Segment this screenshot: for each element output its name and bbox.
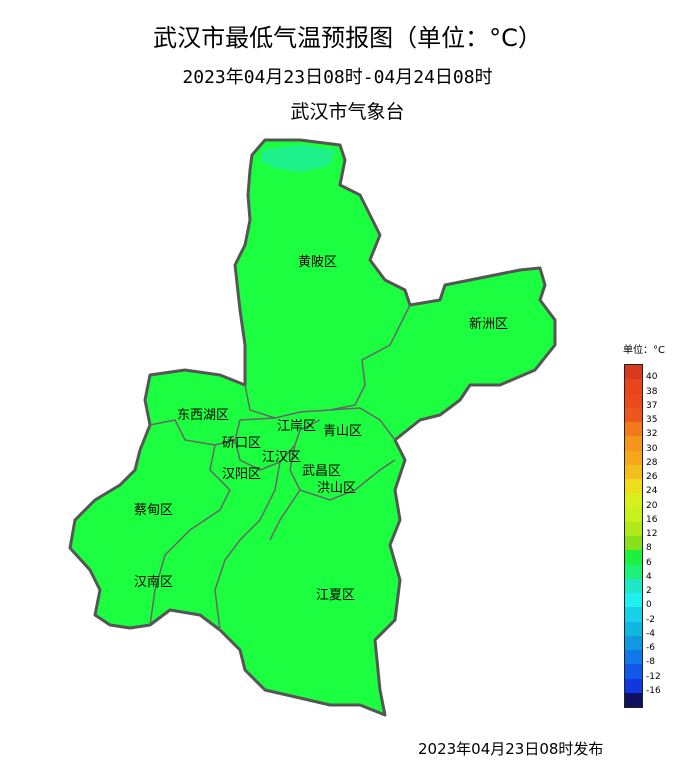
label-caidian: 蔡甸区: [134, 503, 173, 518]
legend-label: 12: [646, 529, 658, 539]
legend-label: 20: [646, 500, 658, 511]
legend-label: 8: [646, 543, 652, 554]
legend-label: 0: [646, 600, 652, 611]
legend-swatch: [625, 365, 642, 380]
legend-swatch: [625, 407, 642, 422]
label-jiangxia: 江夏区: [316, 588, 355, 603]
legend-label: -16: [646, 685, 661, 696]
legend-swatch: [625, 621, 642, 636]
legend-swatch: [625, 536, 642, 551]
legend-label: 38: [646, 386, 658, 397]
legend-label: -4: [646, 628, 655, 639]
legend-label: 30: [646, 443, 658, 454]
wuhan-outline: [68, 138, 557, 717]
label-wuchang: 武昌区: [302, 464, 341, 479]
legend-swatch: [625, 635, 642, 650]
legend-label: 40: [646, 372, 658, 383]
legend-label: 28: [646, 457, 658, 468]
legend-title: 单位：°C: [623, 345, 665, 356]
legend-swatch: [625, 564, 642, 579]
label-hannan: 汉南区: [134, 574, 173, 590]
legend-swatch: [625, 450, 642, 465]
legend-label: 2: [646, 586, 652, 596]
legend-swatch: [625, 650, 642, 665]
legend-swatch: [625, 550, 642, 565]
label-qiaokou: 硚口区: [222, 436, 261, 451]
organization: 武汉市气象台: [290, 101, 405, 123]
map-title: 武汉市最低气温预报图（单位：°C）: [153, 24, 542, 52]
legend-swatch: [625, 507, 642, 522]
legend-swatch: [625, 521, 642, 536]
legend-swatch: [625, 692, 642, 707]
legend-swatch: [625, 493, 642, 508]
label-dongxihu: 东西湖区: [177, 408, 229, 423]
legend-swatch: [625, 578, 642, 593]
label-qingshan: 青山区: [323, 424, 362, 439]
legend-label: 6: [646, 557, 652, 568]
legend-label: 35: [646, 415, 658, 425]
legend-swatch: [625, 436, 642, 451]
issued-time: 2023年04月23日08时发布: [418, 740, 604, 758]
legend-label: 26: [646, 472, 658, 482]
legend-label: 24: [646, 486, 658, 497]
legend-swatch: [625, 464, 642, 479]
legend-label: -2: [646, 614, 655, 625]
cool-patch: [262, 145, 335, 172]
district-borders: [149, 304, 411, 631]
legend-label: 37: [646, 400, 658, 411]
legend-label: 4: [646, 571, 652, 582]
legend-swatch: [625, 422, 642, 437]
legend-swatch: [625, 678, 642, 693]
legend-swatch: [625, 393, 642, 408]
label-hanyang: 汉阳区: [222, 467, 261, 482]
legend-swatch: [625, 479, 642, 494]
legend-label: 16: [646, 514, 658, 525]
legend-label: -8: [646, 657, 655, 668]
legend-label: 32: [646, 429, 658, 440]
legend-swatch: [625, 607, 642, 622]
legend-label: -12: [646, 671, 661, 682]
forecast-period: 2023年04月23日08时-04月24日08时: [182, 67, 493, 88]
legend-swatch: [625, 379, 642, 394]
label-xinzhou: 新洲区: [469, 316, 508, 332]
legend-label: -6: [646, 643, 655, 653]
label-jiangan: 江岸区: [277, 419, 316, 434]
label-jianghan: 江汉区: [262, 450, 301, 465]
label-huangpi: 黄陂区: [298, 254, 337, 270]
legend-swatch: [625, 593, 642, 608]
legend-colorbar: [624, 364, 643, 708]
legend-swatch: [625, 664, 642, 679]
label-hongshan: 洪山区: [317, 481, 356, 496]
